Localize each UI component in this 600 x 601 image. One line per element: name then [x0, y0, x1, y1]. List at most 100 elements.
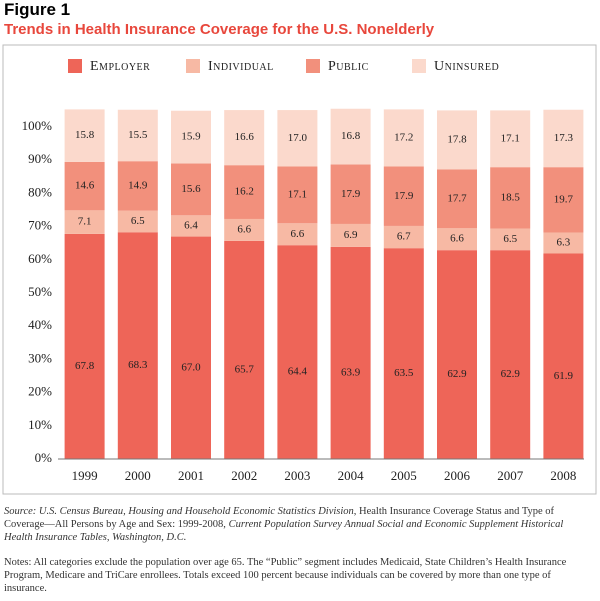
legend-label: Employer [90, 59, 150, 74]
value-label: 17.0 [288, 132, 308, 144]
legend-label: Uninsured [434, 59, 499, 74]
source-part: Current Population Survey Annual Social … [4, 519, 564, 543]
y-tick-label: 90% [28, 151, 52, 166]
legend-swatch [412, 59, 426, 73]
bar-segment [171, 110, 211, 164]
y-tick-label: 70% [28, 218, 52, 233]
value-label: 62.9 [501, 368, 521, 380]
y-tick-label: 80% [28, 184, 52, 199]
value-label: 68.3 [128, 359, 148, 371]
bar-segment [490, 250, 531, 459]
value-label: 16.8 [341, 130, 361, 142]
value-label: 7.1 [78, 216, 92, 228]
value-label: 17.9 [394, 190, 414, 202]
y-tick-label: 50% [28, 284, 52, 299]
value-label: 19.7 [554, 193, 574, 205]
x-tick-label: 2003 [284, 468, 310, 483]
bar-segment [171, 215, 211, 237]
bar-segment [64, 161, 105, 211]
value-label: 17.8 [447, 133, 467, 145]
bar-segment [330, 246, 371, 459]
value-label: 67.8 [75, 360, 95, 372]
x-tick-label: 2001 [178, 468, 204, 483]
value-label: 14.9 [128, 179, 148, 191]
x-tick-label: 2007 [497, 468, 524, 483]
figure-label: Figure 1 [4, 0, 71, 19]
x-tick-label: 1999 [72, 468, 98, 483]
bar-segment [224, 240, 265, 459]
value-label: 6.3 [557, 237, 571, 249]
value-label: 18.5 [501, 191, 521, 203]
bar-segment [117, 109, 158, 162]
value-label: 6.5 [131, 215, 145, 227]
bar-segment [490, 110, 531, 168]
value-label: 17.1 [288, 188, 307, 200]
value-label: 14.6 [75, 180, 95, 192]
value-label: 67.0 [181, 361, 201, 373]
bar-segment [383, 225, 424, 249]
bar-segment [330, 108, 371, 165]
bar-segment [277, 166, 318, 224]
value-label: 6.4 [184, 219, 198, 231]
bar-segment [64, 233, 105, 459]
value-label: 6.6 [450, 233, 464, 245]
bar-segment [437, 250, 477, 459]
value-label: 6.9 [344, 229, 358, 241]
bar-segment [330, 164, 371, 224]
bar-segment [117, 161, 158, 211]
x-tick-label: 2005 [391, 468, 417, 483]
bar-segment [64, 109, 105, 162]
value-label: 63.5 [394, 367, 414, 379]
bar-segment [277, 110, 318, 167]
bar-segment [277, 223, 318, 246]
value-label: 62.9 [447, 368, 467, 380]
value-label: 17.9 [341, 188, 361, 200]
bar-segment [171, 163, 211, 216]
bar-segment [543, 253, 584, 459]
bar-segment [543, 232, 584, 254]
bar-segment [543, 167, 584, 233]
legend-swatch [186, 59, 200, 73]
chart-title: Trends in Health Insurance Coverage for … [4, 21, 435, 38]
y-tick-label: 60% [28, 251, 52, 266]
value-label: 6.7 [397, 231, 411, 243]
value-label: 17.3 [554, 132, 574, 144]
legend-swatch [306, 59, 320, 73]
bar-segment [383, 166, 424, 226]
value-label: 16.6 [235, 131, 255, 143]
source-part: Source: U.S. Census Bureau, Housing and … [4, 506, 354, 517]
value-label: 65.7 [235, 363, 255, 375]
y-tick-label: 10% [28, 417, 52, 432]
value-label: 64.4 [288, 366, 308, 378]
bar-segment [383, 248, 424, 459]
x-tick-label: 2000 [125, 468, 151, 483]
value-label: 61.9 [554, 370, 574, 382]
legend-label: Public [328, 59, 369, 74]
bar-segment [490, 167, 531, 229]
chart: Employer Individual Public Uninsured 0% 10% 20… [2, 44, 597, 495]
value-label: 6.5 [503, 233, 517, 245]
notes: Notes: All categories exclude the popula… [4, 557, 567, 594]
y-tick-label: 0% [35, 450, 53, 465]
bar-segment [330, 223, 371, 247]
value-label: 6.6 [291, 228, 305, 240]
bar-segment [224, 110, 265, 166]
x-tick-label: 2006 [444, 468, 471, 483]
y-tick-label: 30% [28, 350, 52, 365]
bar-segment [224, 165, 265, 219]
legend-swatch [68, 59, 82, 73]
value-label: 15.6 [181, 183, 201, 195]
bar-segment [437, 169, 477, 229]
value-label: 17.1 [501, 132, 520, 144]
bar-segment [117, 232, 158, 459]
bar-segment [224, 218, 265, 241]
value-label: 17.7 [447, 192, 467, 204]
bar-segment [383, 109, 424, 167]
value-label: 15.9 [181, 131, 201, 143]
bar-segment [490, 228, 531, 251]
value-label: 17.2 [394, 131, 413, 143]
source: Source: U.S. Census Bureau, Housing and … [4, 505, 594, 544]
x-tick-label: 2002 [231, 468, 257, 483]
y-tick-label: 20% [28, 384, 52, 399]
